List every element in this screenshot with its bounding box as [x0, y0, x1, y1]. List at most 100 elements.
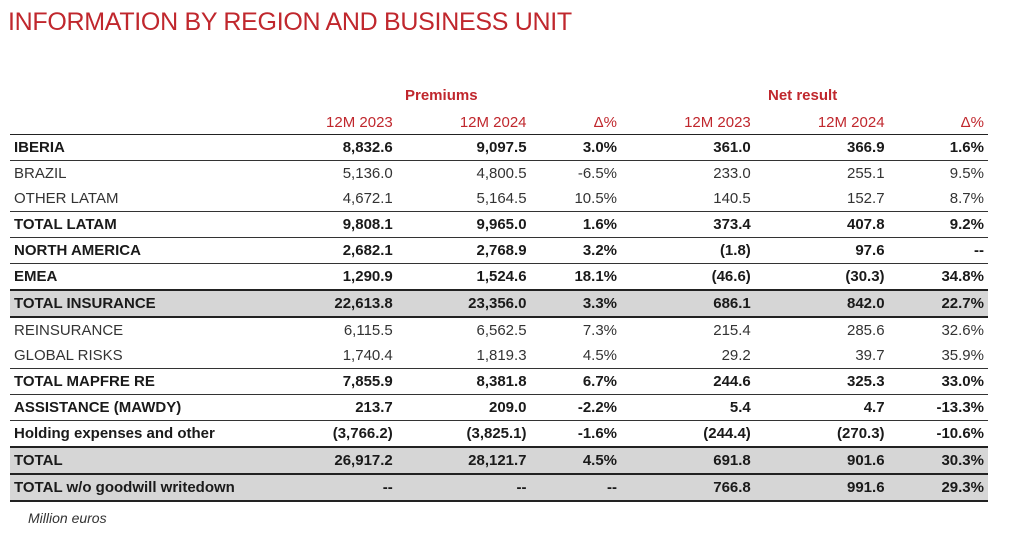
table-row: ASSISTANCE (MAWDY) 213.7 209.0 -2.2% 5.4 4.7-…: [10, 394, 988, 421]
row-label: IBERIA: [14, 139, 65, 156]
net-result-group-header: Net result: [768, 87, 838, 104]
column-header: 12M 2024: [754, 110, 889, 135]
column-header: 12M 2024: [396, 110, 531, 135]
cell-value: 35.9%: [941, 347, 984, 364]
column-header: Δ%: [530, 110, 622, 135]
table-row: TOTAL w/o goodwill writedown -- -- -- 766.8 9…: [10, 473, 988, 502]
cell-value: -13.3%: [888, 394, 988, 421]
cell-value: 407.8: [754, 211, 889, 238]
cell-value: 4.7: [754, 394, 889, 421]
column-header-label: [10, 110, 263, 135]
cell-value: 97.6: [754, 237, 889, 264]
cell-value: 6,562.5: [476, 322, 527, 339]
row-label: GLOBAL RISKS: [14, 347, 123, 364]
cell-value: 209.0: [396, 394, 531, 421]
table-row: EMEA 1,290.9 1,524.6 18.1% (46.6) (30.3) 34.8%: [10, 263, 988, 290]
cell-value: 766.8: [621, 473, 755, 502]
row-label: TOTAL LATAM: [10, 211, 263, 238]
cell-value: -1.6%: [530, 420, 622, 447]
cell-value: 29.2: [721, 347, 751, 364]
cell-value: 5.4: [621, 394, 755, 421]
cell-value: (46.6): [621, 263, 755, 290]
cell-value: 325.3: [754, 368, 889, 395]
cell-value: 6.7%: [530, 368, 622, 395]
cell-value: 9,808.1: [263, 211, 397, 238]
cell-value: --: [263, 473, 397, 502]
row-label: OTHER LATAM: [14, 190, 119, 207]
row-label: ASSISTANCE (MAWDY): [10, 394, 263, 421]
cell-value: 39.7: [855, 347, 885, 364]
cell-value: 18.1%: [530, 263, 622, 290]
row-label: TOTAL: [10, 446, 263, 475]
cell-value: 10.5%: [574, 190, 618, 207]
table-row: TOTAL INSURANCE 22,613.8 23,356.0 3.3% 686.1…: [10, 289, 988, 318]
cell-value: 30.3%: [888, 446, 988, 475]
column-header: Δ%: [888, 110, 988, 135]
cell-value: 3.2%: [530, 237, 622, 264]
cell-value: 7.3%: [582, 322, 618, 339]
cell-value: 9.5%: [888, 160, 988, 186]
table-row: TOTAL LATAM 9,808.1 9,965.0 1.6% 373.4 407.8 9…: [10, 211, 988, 238]
cell-value: 29.3%: [888, 473, 988, 502]
cell-value: 5,136.0: [263, 160, 397, 186]
cell-value: 842.0: [754, 289, 889, 318]
cell-value: --: [888, 237, 988, 264]
cell-value: 213.7: [263, 394, 397, 421]
cell-value: 9,965.0: [396, 211, 531, 238]
column-header: 12M 2023: [621, 110, 755, 135]
cell-value: (3,766.2): [263, 420, 397, 447]
cell-value: --: [396, 473, 531, 502]
table-row: TOTAL 26,917.2 28,121.7 4.5% 691.8 901.6 30.3%: [10, 446, 988, 475]
row-label: TOTAL w/o goodwill writedown: [10, 473, 263, 502]
cell-value: -2.2%: [530, 394, 622, 421]
premiums-group-header: Premiums: [405, 87, 478, 104]
row-label: BRAZIL: [10, 160, 263, 186]
cell-value: 366.9: [847, 139, 885, 156]
cell-value: 3.0%: [582, 139, 618, 156]
table-row: TOTAL MAPFRE RE 7,855.9 8,381.8 6.7% 244.6 32…: [10, 368, 988, 395]
cell-value: 8.7%: [949, 190, 984, 207]
cell-value: 3.3%: [530, 289, 622, 318]
table-row: OTHER LATAM 4,672.1 5,164.5 10.5% 140.5 152.7…: [10, 186, 988, 212]
cell-value: -10.6%: [888, 420, 988, 447]
cell-value: 4,800.5: [396, 160, 531, 186]
cell-value: 691.8: [621, 446, 755, 475]
column-header-row: 12M 2023 12M 2024 Δ% 12M 2023 12M 2024 Δ…: [10, 110, 988, 135]
cell-value: --: [530, 473, 622, 502]
cell-value: 4.5%: [582, 347, 618, 364]
row-label: REINSURANCE: [14, 322, 124, 339]
column-header: 12M 2023: [263, 110, 397, 135]
cell-value: 4.5%: [530, 446, 622, 475]
cell-value: 22,613.8: [263, 289, 397, 318]
cell-value: 8,381.8: [396, 368, 531, 395]
cell-value: 686.1: [621, 289, 755, 318]
cell-value: 140.5: [713, 190, 751, 207]
cell-value: 22.7%: [888, 289, 988, 318]
cell-value: 32.6%: [941, 322, 984, 339]
table-row: GLOBAL RISKS 1,740.4 1,819.3 4.5% 29.2 39.7 35…: [10, 343, 988, 369]
cell-value: (3,825.1): [396, 420, 531, 447]
cell-value: 28,121.7: [396, 446, 531, 475]
cell-value: 244.6: [621, 368, 755, 395]
cell-value: 9,097.5: [476, 139, 527, 156]
cell-value: 1.6%: [530, 211, 622, 238]
table-row: Holding expenses and other (3,766.2) (3,82…: [10, 420, 988, 447]
cell-value: 23,356.0: [396, 289, 531, 318]
cell-value: 26,917.2: [263, 446, 397, 475]
row-label: Holding expenses and other: [10, 420, 263, 447]
cell-value: 1,290.9: [263, 263, 397, 290]
row-label: EMEA: [10, 263, 263, 290]
cell-value: 1,524.6: [396, 263, 531, 290]
table-row: BRAZIL 5,136.0 4,800.5 -6.5% 233.0 255.1 9.5%: [10, 160, 988, 186]
cell-value: (270.3): [754, 420, 889, 447]
cell-value: 7,855.9: [263, 368, 397, 395]
cell-value: 4,672.1: [342, 190, 393, 207]
cell-value: 1,740.4: [342, 347, 393, 364]
cell-value: -6.5%: [530, 160, 622, 186]
cell-value: (30.3): [754, 263, 889, 290]
cell-value: 6,115.5: [343, 322, 393, 339]
cell-value: 901.6: [754, 446, 889, 475]
units-note: Million euros: [28, 510, 107, 526]
cell-value: 991.6: [754, 473, 889, 502]
table-row: NORTH AMERICA 2,682.1 2,768.9 3.2% (1.8) 97.6…: [10, 237, 988, 264]
